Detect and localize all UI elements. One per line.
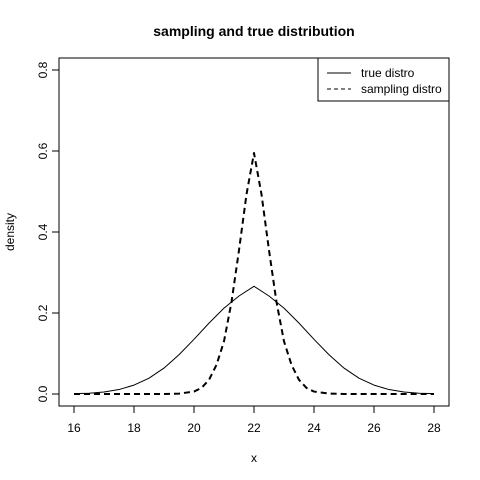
x-tick-label: 22 <box>247 421 261 435</box>
x-tick-label: 16 <box>67 421 81 435</box>
x-axis: 16 18 20 22 24 26 28 <box>67 405 441 435</box>
x-tick-label: 20 <box>187 421 201 435</box>
legend-label-sampling-distro: sampling distro <box>361 82 442 96</box>
series-layer <box>73 152 435 395</box>
x-tick-label: 26 <box>367 421 381 435</box>
series-line-true-distro <box>73 285 435 395</box>
chart-title: sampling and true distribution <box>153 23 354 39</box>
y-axis-label: density <box>3 213 17 251</box>
x-tick-label: 24 <box>307 421 321 435</box>
series-line-sampling-distro <box>74 152 434 395</box>
legend-box <box>317 57 450 102</box>
y-tick-label: 0.4 <box>36 223 50 240</box>
plot-frame <box>58 57 450 407</box>
legend: true distro sampling distro <box>317 57 450 102</box>
y-tick-label: 0.2 <box>36 304 50 321</box>
x-tick-label: 28 <box>427 421 441 435</box>
y-tick-label: 0.0 <box>36 385 50 402</box>
legend-label-true-distro: true distro <box>361 66 415 80</box>
y-axis: 0.0 0.2 0.4 0.6 0.8 <box>36 61 60 402</box>
y-tick-label: 0.6 <box>36 142 50 159</box>
x-tick-label: 18 <box>127 421 141 435</box>
y-tick-label: 0.8 <box>36 61 50 78</box>
x-axis-label: x <box>251 451 257 465</box>
